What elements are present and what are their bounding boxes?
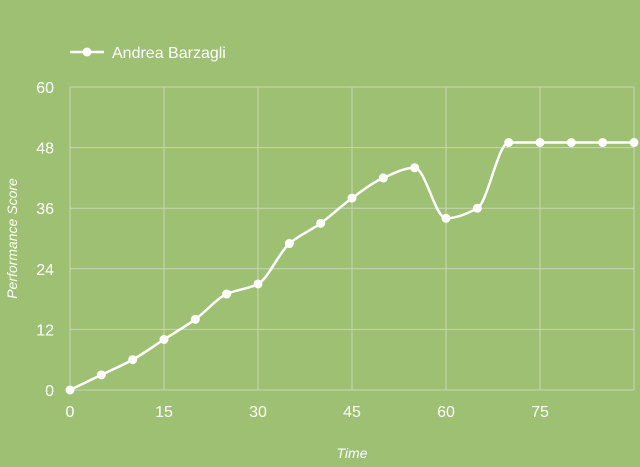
data-point-0-9[interactable] — [347, 193, 357, 203]
data-point-0-12[interactable] — [441, 213, 451, 223]
y-axis-title: Performance Score — [4, 178, 20, 299]
data-point-0-13[interactable] — [472, 203, 482, 213]
data-point-0-10[interactable] — [378, 173, 388, 183]
data-point-0-15[interactable] — [535, 138, 545, 148]
x-tick-label-0: 0 — [66, 404, 75, 421]
axes: 0 12 24 36 48 60 0 15 30 45 60 75 — [36, 80, 634, 421]
legend: Andrea Barzagli — [70, 45, 226, 62]
data-point-0-0[interactable] — [65, 385, 75, 395]
data-point-0-8[interactable] — [316, 218, 326, 228]
grid — [70, 86, 635, 390]
legend-label-0[interactable]: Andrea Barzagli — [112, 45, 226, 62]
data-point-0-6[interactable] — [253, 279, 263, 289]
x-tick-label-2: 30 — [249, 404, 267, 421]
y-tick-label-1: 12 — [36, 322, 54, 339]
x-tick-label-3: 45 — [343, 404, 361, 421]
x-tick-label-1: 15 — [155, 404, 173, 421]
data-point-0-18[interactable] — [629, 138, 639, 148]
data-point-0-11[interactable] — [410, 163, 420, 173]
y-tick-label-2: 24 — [36, 262, 54, 279]
x-axis-title: Time — [337, 445, 368, 461]
data-point-0-4[interactable] — [190, 314, 200, 324]
data-point-0-14[interactable] — [504, 138, 514, 148]
data-point-0-7[interactable] — [284, 239, 294, 249]
data-point-0-16[interactable] — [566, 138, 576, 148]
y-tick-label-0: 0 — [45, 383, 54, 400]
y-tick-label-4: 48 — [36, 141, 54, 158]
data-point-0-3[interactable] — [159, 335, 169, 344]
legend-marker-0 — [82, 47, 92, 57]
y-tick-label-5: 60 — [36, 80, 54, 97]
x-tick-label-5: 75 — [531, 404, 549, 421]
y-tick-label-3: 36 — [36, 201, 54, 218]
series-layer — [65, 138, 639, 395]
x-tick-label-4: 60 — [437, 404, 455, 421]
data-point-0-1[interactable] — [96, 370, 106, 380]
data-point-0-17[interactable] — [598, 138, 608, 148]
data-point-0-2[interactable] — [128, 355, 138, 365]
data-point-0-5[interactable] — [222, 289, 232, 299]
